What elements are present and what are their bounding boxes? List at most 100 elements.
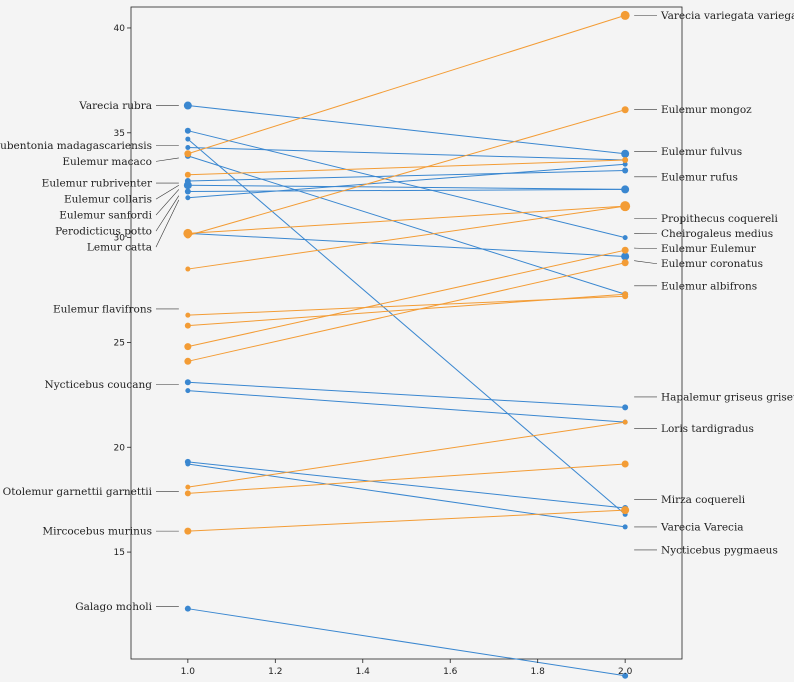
segment-end-point-5 [622, 167, 629, 174]
segment-end-point-21 [622, 291, 629, 298]
right-label-12: Varecia Varecia [660, 521, 744, 533]
segment-line-2 [187, 138, 626, 515]
left-label-3: Eulemur rubriventer [42, 178, 153, 190]
left-label-5: Eulemur sanfordi [59, 210, 152, 222]
segment-end-point-23 [621, 259, 629, 267]
right-label-10: Loris tardigradus [661, 423, 754, 435]
labels-layer: Varecia rubra Daubentonia madagascariensi… [0, 10, 794, 613]
segment-line-8 [187, 188, 626, 192]
segment-end-point-14 [622, 672, 629, 679]
segment-line-7 [187, 163, 626, 199]
segment-start-point-0 [183, 101, 192, 110]
right-label-0: Varecia variegata variegata [660, 10, 794, 22]
left-label-11: Mircocebus murinus [42, 526, 152, 538]
right-label-1: Eulemur mongoz [661, 104, 752, 116]
segment-start-point-26 [184, 527, 192, 535]
segment-start-point-21 [184, 322, 191, 329]
left-label-6: Perodicticus potto [55, 226, 152, 238]
segment-end-point-0 [621, 149, 630, 158]
segment-start-point-14 [184, 605, 191, 612]
x-tick-label-5: 2.0 [618, 667, 633, 677]
y-tick-label-1: 20 [114, 443, 126, 453]
segment-start-point-10 [184, 379, 191, 386]
segment-line-26 [187, 509, 626, 532]
left-label-9: Nycticebus coucang [45, 379, 153, 391]
plot-frame [130, 6, 683, 660]
left-label-2: Eulemur macaco [62, 156, 152, 168]
segment-end-point-19 [622, 203, 629, 210]
segment-line-10 [187, 381, 626, 408]
segment-end-point-10 [622, 404, 629, 411]
right-label-6: Eulemur Eulemur [661, 243, 757, 255]
segment-line-17 [187, 109, 626, 236]
right-label-8: Eulemur albifrons [661, 280, 757, 292]
segment-start-point-19 [185, 266, 191, 272]
segment-line-1 [187, 130, 626, 239]
segment-start-point-23 [184, 357, 192, 365]
left-label-8: Eulemur flavifrons [53, 303, 152, 315]
right-label-leader-7 [634, 260, 658, 265]
segment-start-point-11 [185, 388, 191, 394]
right-label-leader-6 [634, 247, 658, 250]
segment-line-25 [187, 463, 626, 494]
right-label-3: Eulemur rufus [661, 171, 738, 183]
segment-line-9 [187, 232, 626, 257]
segment-start-point-13 [185, 461, 191, 467]
segment-line-14 [187, 608, 626, 677]
segment-line-3 [187, 146, 626, 161]
segment-start-point-15 [184, 150, 192, 158]
y-tick-label-5: 40 [114, 24, 126, 34]
segment-start-point-16 [184, 171, 191, 178]
x-tick-label-4: 1.8 [531, 667, 546, 677]
ticks-layer: 1.0 1.2 1.4 1.6 1.8 2.0 15 20 25 30 35 40 [114, 24, 633, 677]
right-label-2: Eulemur fulvus [661, 146, 742, 158]
right-label-13: Nycticebus pygmaeus [661, 544, 778, 556]
segment-start-point-25 [184, 490, 191, 497]
right-label-4: Propithecus coquereli [661, 213, 779, 225]
segment-line-24 [187, 421, 626, 488]
segment-line-18 [187, 205, 626, 234]
segment-start-point-8 [184, 188, 191, 195]
x-tick-label-3: 1.6 [443, 667, 458, 677]
segment-line-5 [187, 170, 626, 182]
segment-line-11 [187, 390, 626, 423]
right-label-9: Hapalemur griseus griseus [661, 391, 794, 403]
segment-line-12 [187, 461, 626, 509]
segment-line-22 [187, 249, 626, 348]
segment-end-point-17 [621, 106, 629, 114]
left-label-leader-2 [155, 157, 179, 162]
segments-layer [187, 14, 626, 677]
segment-start-point-18 [183, 228, 193, 238]
segment-line-0 [187, 105, 626, 155]
segment-start-point-1 [184, 127, 191, 134]
segment-line-23 [187, 262, 626, 362]
y-tick-label-3: 30 [114, 234, 126, 244]
segment-end-point-9 [621, 252, 630, 261]
segment-end-point-25 [621, 460, 629, 468]
left-label-leader-5 [155, 189, 180, 216]
segment-line-19 [187, 205, 626, 270]
segment-end-point-24 [622, 419, 628, 425]
segment-end-point-8 [622, 186, 629, 193]
left-label-leader-6 [155, 195, 180, 232]
left-label-leader-4 [155, 184, 180, 200]
y-tick-label-2: 25 [114, 338, 125, 348]
left-label-leader-7 [155, 199, 180, 248]
segment-start-point-20 [185, 312, 191, 318]
segment-line-16 [187, 159, 626, 176]
right-label-7: Eulemur coronatus [661, 258, 763, 270]
left-label-7: Lemur catta [87, 242, 152, 254]
points-layer [183, 10, 631, 679]
segment-end-point-22 [621, 246, 629, 254]
y-tick-label-4: 35 [114, 129, 125, 139]
x-tick-label-0: 1.0 [181, 667, 196, 677]
segment-start-point-22 [184, 343, 192, 351]
segment-start-point-3 [185, 144, 191, 150]
segment-start-point-7 [185, 195, 191, 201]
left-label-0: Varecia rubra [78, 100, 152, 112]
segment-line-6 [187, 184, 626, 190]
segment-line-13 [187, 463, 626, 528]
x-tick-label-1: 1.2 [268, 667, 282, 677]
